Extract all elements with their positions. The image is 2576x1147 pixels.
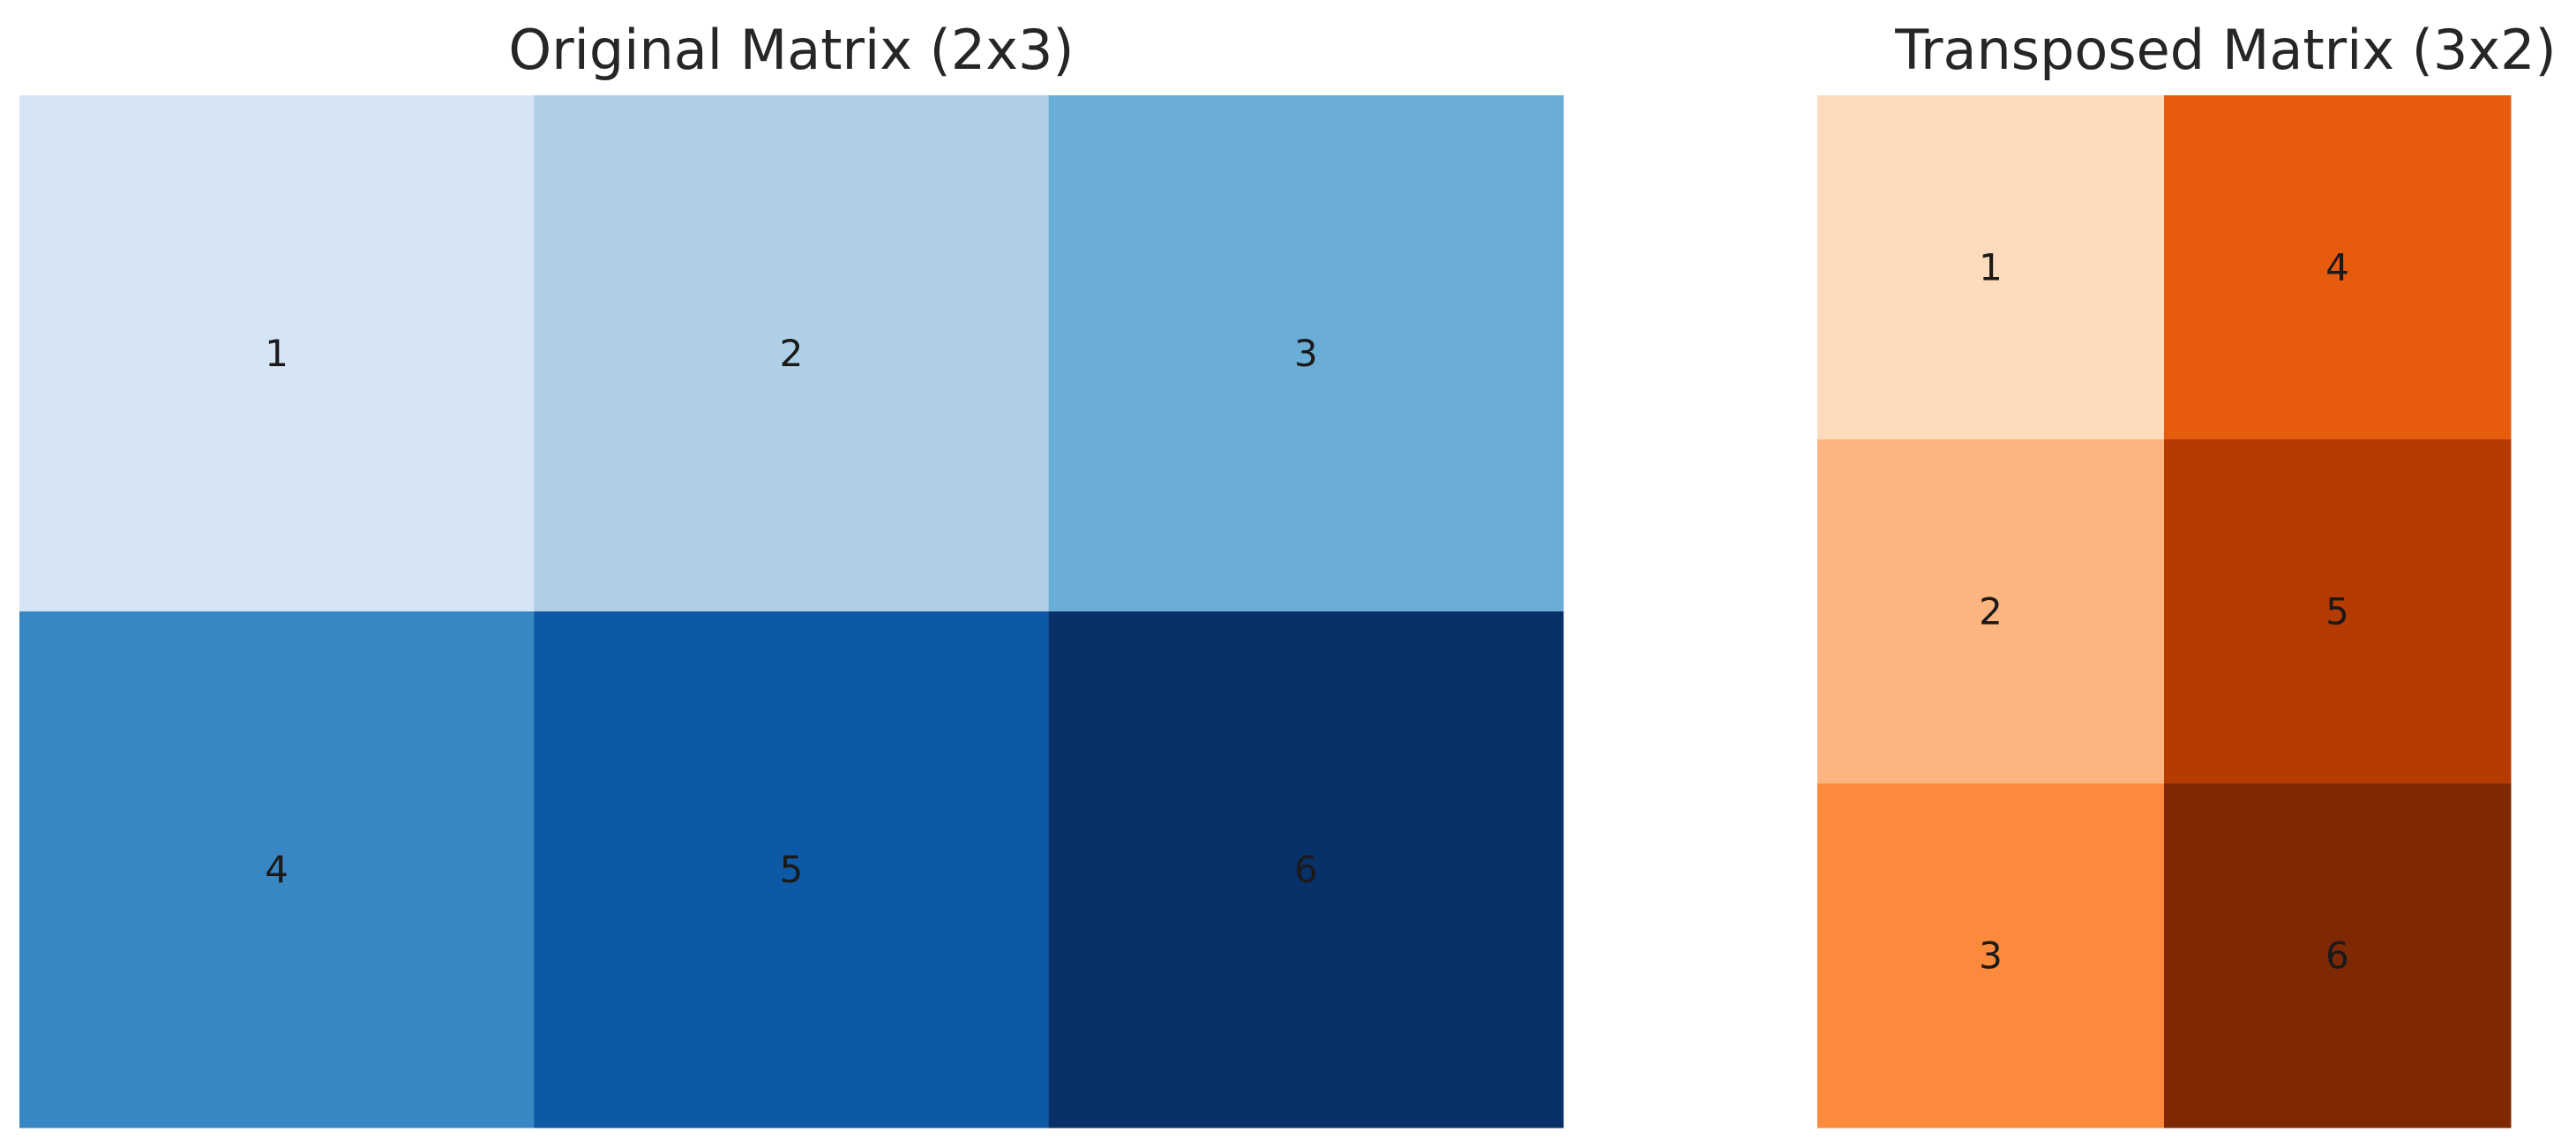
transposed-matrix-value-label-r3c2: 6 [2325,934,2349,978]
original-matrix-cell-r1c1 [19,95,535,612]
original-matrix-cell-r2c3 [1048,611,1564,1128]
original-matrix-cell-r1c2 [534,95,1050,612]
original-matrix-value-label-r1c3: 3 [1294,332,1318,375]
original-matrix-cell-r2c1 [19,611,535,1128]
transposed-matrix-heatmap: Transposed Matrix (3x2) 1 4 2 5 3 6 [1817,18,2557,1128]
original-matrix-value-label-r2c2: 5 [780,848,804,891]
transposed-matrix-value-label-r2c2: 5 [2325,590,2349,633]
transposed-matrix-title: Transposed Matrix (3x2) [1894,18,2557,82]
transposed-matrix-cells: 1 4 2 5 3 6 [1817,95,2512,1128]
transposed-matrix-cell-r1c1 [1817,95,2165,440]
original-matrix-title: Original Matrix (2x3) [508,18,1074,82]
original-matrix-value-label-r1c2: 2 [780,332,804,375]
transposed-matrix-value-label-r3c1: 3 [1979,934,2003,978]
original-matrix-heatmap: Original Matrix (2x3) 1 2 3 4 5 6 [19,18,1564,1128]
transposed-matrix-cell-r1c2 [2164,95,2512,440]
transposed-matrix-value-label-r1c1: 1 [1979,246,2003,289]
transposed-matrix-cell-r3c2 [2164,783,2512,1128]
transposed-matrix-cell-r2c2 [2164,439,2512,784]
transposed-matrix-value-label-r2c1: 2 [1979,590,2003,633]
transposed-matrix-value-label-r1c2: 4 [2325,246,2349,289]
original-matrix-value-label-r2c3: 6 [1294,848,1318,891]
original-matrix-cell-r2c2 [534,611,1050,1128]
transposed-matrix-cell-r2c1 [1817,439,2165,784]
original-matrix-cell-r1c3 [1048,95,1564,612]
original-matrix-cells: 1 2 3 4 5 6 [19,95,1564,1128]
original-matrix-value-label-r1c1: 1 [265,332,288,375]
transposed-matrix-cell-r3c1 [1817,783,2165,1128]
original-matrix-value-label-r2c1: 4 [265,848,288,891]
